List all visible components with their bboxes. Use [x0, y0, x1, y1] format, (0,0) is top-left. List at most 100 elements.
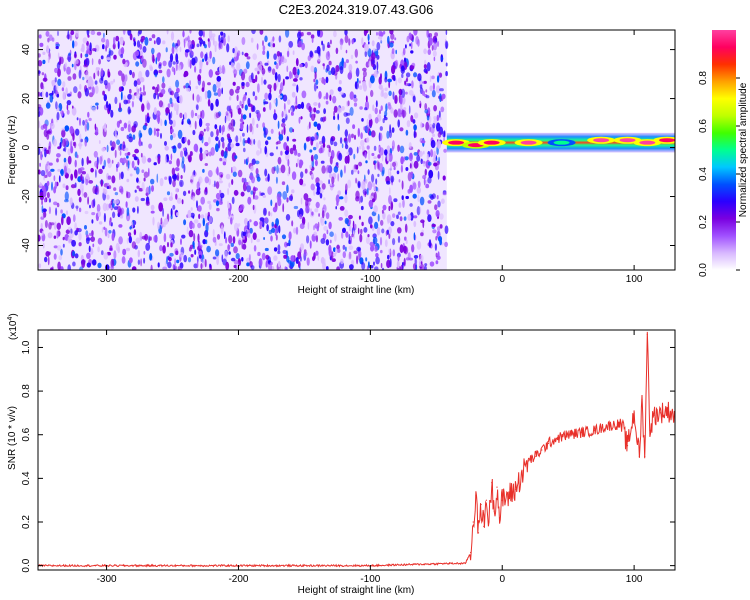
noise-blob: [60, 248, 63, 256]
noise-blob: [118, 185, 124, 192]
noise-blob: [207, 221, 210, 226]
snr-point: [501, 499, 503, 501]
noise-blob: [315, 79, 319, 85]
noise-blob: [326, 64, 330, 72]
signal-peak: [483, 140, 500, 145]
noise-blob: [442, 131, 445, 138]
noise-blob: [145, 242, 151, 251]
noise-blob: [360, 228, 363, 235]
noise-blob: [283, 254, 288, 259]
noise-blob: [50, 222, 55, 226]
noise-blob: [221, 64, 225, 75]
snr-x-ticks: -300 -200 -100 0 100: [97, 330, 643, 585]
noise-blob: [49, 94, 54, 103]
noise-blob: [173, 102, 178, 111]
noise-blob: [162, 266, 168, 270]
noise-blob: [103, 159, 107, 168]
noise-blob: [414, 112, 419, 119]
noise-blob: [214, 124, 218, 130]
noise-blob: [148, 167, 150, 177]
noise-blob: [328, 221, 332, 230]
noise-blob: [45, 30, 50, 37]
noise-blob: [410, 65, 415, 70]
noise-blob: [246, 124, 249, 133]
noise-blob: [204, 150, 208, 154]
noise-blob: [286, 184, 289, 194]
noise-blob: [42, 211, 47, 218]
noise-blob: [390, 162, 392, 172]
colorbar-tick-label: 0.8: [698, 71, 709, 85]
noise-blob: [145, 69, 150, 78]
noise-blob: [320, 160, 325, 164]
noise-blob: [330, 67, 336, 76]
noise-blob: [55, 83, 59, 92]
noise-blob: [365, 178, 368, 184]
noise-blob: [220, 174, 223, 178]
noise-blob: [256, 43, 259, 50]
noise-blob: [72, 40, 75, 49]
noise-blob: [89, 204, 91, 209]
noise-blob: [299, 63, 303, 68]
noise-blob: [314, 159, 318, 167]
noise-blob: [348, 224, 352, 232]
noise-blob: [356, 246, 362, 252]
noise-blob: [48, 162, 53, 166]
noise-blob: [204, 258, 207, 268]
noise-blob: [125, 247, 131, 252]
noise-blob: [221, 254, 224, 263]
noise-blob: [148, 235, 151, 245]
noise-blob: [57, 78, 62, 86]
noise-blob: [267, 173, 270, 182]
noise-blob: [373, 145, 377, 151]
noise-blob: [93, 198, 96, 207]
noise-blob: [133, 40, 137, 47]
noise-blob: [387, 35, 390, 45]
noise-blob: [325, 92, 329, 100]
noise-blob: [286, 65, 289, 73]
noise-blob: [376, 61, 379, 71]
noise-blob: [440, 56, 444, 61]
noise-blob: [345, 183, 348, 192]
noise-blob: [91, 219, 94, 224]
noise-blob: [434, 243, 437, 251]
noise-blob: [361, 37, 364, 46]
noise-blob: [165, 107, 170, 114]
noise-blob: [269, 152, 274, 157]
noise-blob: [263, 127, 269, 136]
noise-blob: [377, 36, 383, 40]
noise-blob: [413, 215, 418, 219]
noise-blob: [170, 242, 173, 248]
noise-blob: [274, 72, 278, 81]
snr-point: [493, 510, 495, 512]
noise-blob: [153, 127, 156, 136]
noise-blob: [115, 134, 118, 139]
noise-blob: [366, 137, 370, 143]
noise-blob: [170, 31, 175, 41]
noise-blob: [38, 34, 42, 39]
noise-blob: [183, 254, 188, 263]
snr-point: [491, 482, 493, 484]
noise-blob: [196, 94, 200, 103]
noise-blob: [181, 234, 186, 239]
noise-blob: [427, 200, 432, 204]
noise-blob: [229, 96, 232, 101]
noise-blob: [335, 206, 338, 210]
noise-blob: [206, 90, 212, 99]
noise-blob: [387, 254, 390, 260]
noise-blob: [160, 88, 166, 95]
noise-blob: [120, 71, 123, 78]
noise-blob: [307, 136, 312, 142]
noise-blob: [244, 104, 248, 111]
noise-blob: [422, 175, 427, 180]
noise-blob: [189, 151, 193, 156]
noise-blob: [67, 264, 71, 270]
noise-blob: [419, 196, 425, 206]
noise-blob: [392, 238, 396, 246]
noise-blob: [197, 233, 200, 243]
noise-blob: [356, 255, 359, 265]
noise-blob: [152, 216, 155, 226]
snr-point: [508, 495, 510, 497]
noise-blob: [44, 220, 48, 228]
noise-blob: [196, 43, 200, 48]
noise-blob: [385, 230, 388, 237]
